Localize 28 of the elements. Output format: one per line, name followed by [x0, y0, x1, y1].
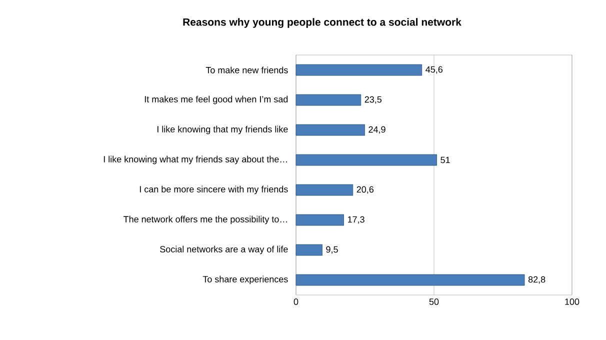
x-tick-label: 50 — [429, 298, 439, 305]
data-label: 17,3 — [348, 216, 364, 224]
y-tick-label: It makes me feel good when I’m sad — [144, 96, 288, 104]
x-tick-label: 100 — [565, 298, 580, 305]
data-label: 9,5 — [326, 246, 338, 254]
data-label: 24,9 — [368, 126, 386, 134]
y-tick-label: To make new friends — [206, 66, 288, 74]
x-tick-label: 0 — [294, 298, 298, 305]
y-tick-label: I can be more sincere with my friends — [140, 186, 288, 194]
y-tick-label: I like knowing what my friends say about the… — [104, 156, 287, 164]
data-label: 45,6 — [426, 66, 443, 74]
data-label: 20,6 — [356, 186, 374, 194]
y-tick-label: Social networks are a way of life — [160, 246, 288, 254]
bar — [296, 244, 322, 256]
bar — [296, 154, 437, 166]
bar — [296, 124, 365, 136]
bar — [296, 274, 525, 286]
y-tick-label: The network offers me the possibility to… — [124, 216, 287, 224]
data-label: 23,5 — [364, 96, 382, 104]
bar — [296, 184, 354, 196]
data-label: 51 — [440, 156, 450, 164]
bar — [296, 94, 362, 106]
data-label: 82,8 — [528, 276, 546, 284]
bar — [296, 214, 344, 226]
chart-title: Reasons why young people connect to a social network — [183, 18, 462, 28]
bar — [296, 64, 422, 76]
y-tick-label: To share experiences — [202, 276, 288, 284]
y-tick-label: I like knowing that my friends like — [157, 126, 288, 134]
